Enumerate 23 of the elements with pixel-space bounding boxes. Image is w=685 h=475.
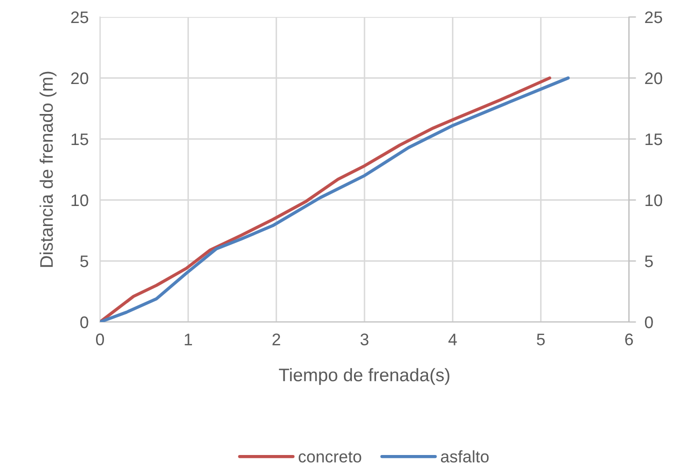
x-tick-label: 1	[184, 334, 192, 346]
y-tick-label: 0	[80, 316, 88, 328]
x-tick-label: 3	[360, 334, 368, 346]
legend-label: concreto	[298, 452, 362, 463]
y-tick-label: 10	[72, 194, 88, 206]
y-tick-label: 20	[71, 72, 88, 84]
y2-tick-label: 25	[645, 11, 662, 24]
y2-tick-label: 20	[645, 72, 662, 84]
y-axis-title: Distancia de frenado (m)	[40, 72, 56, 267]
x-axis-title: Tiempo de frenada(s)	[278, 368, 450, 385]
y2-tick-label: 10	[646, 194, 662, 206]
y-tick-label: 5	[80, 256, 88, 268]
y2-tick-label: 0	[644, 316, 653, 328]
legend-label: asfalto	[440, 450, 489, 463]
x-tick-label: 5	[536, 334, 545, 346]
x-tick-label: 6	[625, 334, 633, 346]
y-tick-label: 15	[72, 134, 88, 146]
x-tick-label: 4	[448, 334, 457, 346]
y2-tick-label: 5	[644, 256, 653, 268]
x-tick-label: 2	[272, 334, 280, 346]
y2-tick-label: 15	[646, 134, 662, 146]
x-tick-label: 0	[96, 334, 104, 346]
y-tick-label: 25	[71, 11, 88, 24]
